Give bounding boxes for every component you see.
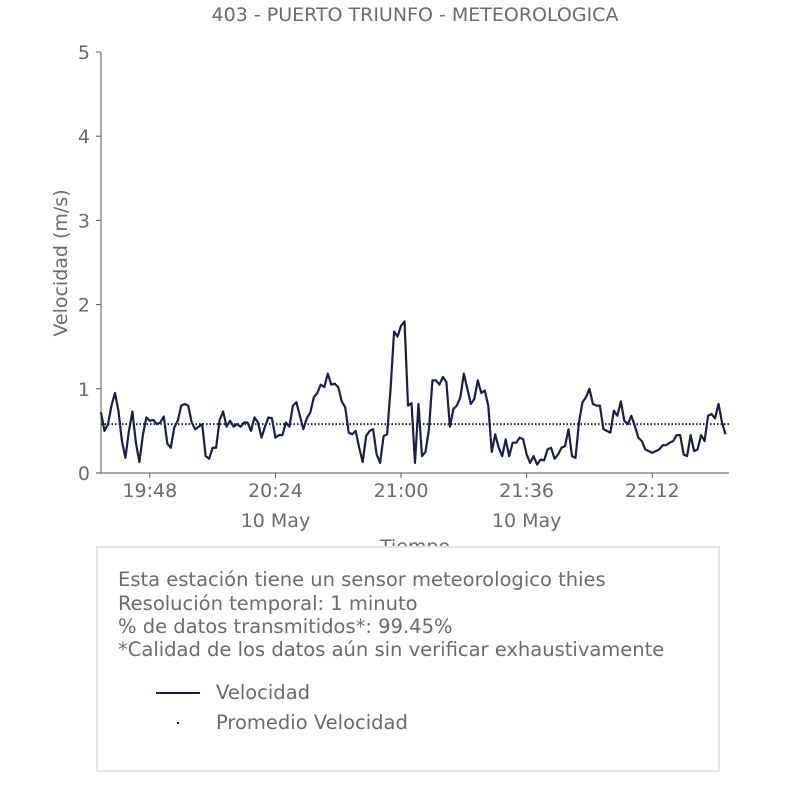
chart: 403 - PUERTO TRIUNFO - METEOROLOGICA 0 1 2… xyxy=(50,4,729,558)
x-tick-date-label: 10 May xyxy=(241,510,311,532)
legend-swatch-promedio xyxy=(177,722,179,724)
y-tick-label: 5 xyxy=(78,42,90,64)
chart-title: 403 - PUERTO TRIUNFO - METEOROLOGICA xyxy=(212,4,619,26)
y-tick-label: 2 xyxy=(78,295,90,317)
x-tick-date-label: 10 May xyxy=(492,510,562,532)
info-line-sensor: Esta estación tiene un sensor meteorolog… xyxy=(118,568,606,591)
x-tick-label: 22:12 xyxy=(625,480,680,502)
info-box: Esta estación tiene un sensor meteorolog… xyxy=(96,546,720,772)
info-line-quality: *Calidad de los datos aún sin verificar … xyxy=(118,638,665,661)
legend-label-promedio: Promedio Velocidad xyxy=(216,711,408,734)
y-tick-label: 3 xyxy=(78,210,90,232)
x-tick-label: 19:48 xyxy=(122,480,177,502)
info-line-resolution: Resolución temporal: 1 minuto xyxy=(118,592,418,615)
y-tick-label: 0 xyxy=(78,463,90,485)
y-tick-label: 4 xyxy=(78,126,90,148)
velocidad-line xyxy=(99,320,727,466)
legend-label-velocidad: Velocidad xyxy=(216,681,311,704)
x-tick-label: 20:24 xyxy=(248,480,303,502)
x-tick-label: 21:00 xyxy=(374,480,429,502)
info-line-transmitted: % de datos transmitidos*: 99.45% xyxy=(118,615,453,638)
y-axis-title: Velocidad (m/s) xyxy=(50,189,72,336)
x-tick-label: 21:36 xyxy=(499,480,554,502)
legend-swatch-velocidad xyxy=(156,692,200,694)
x-ticks: 19:48 20:24 10 May 21:00 21:36 10 May 22:12 xyxy=(122,473,680,532)
y-tick-label: 1 xyxy=(78,379,90,401)
y-ticks: 0 1 2 3 4 5 xyxy=(78,42,101,485)
